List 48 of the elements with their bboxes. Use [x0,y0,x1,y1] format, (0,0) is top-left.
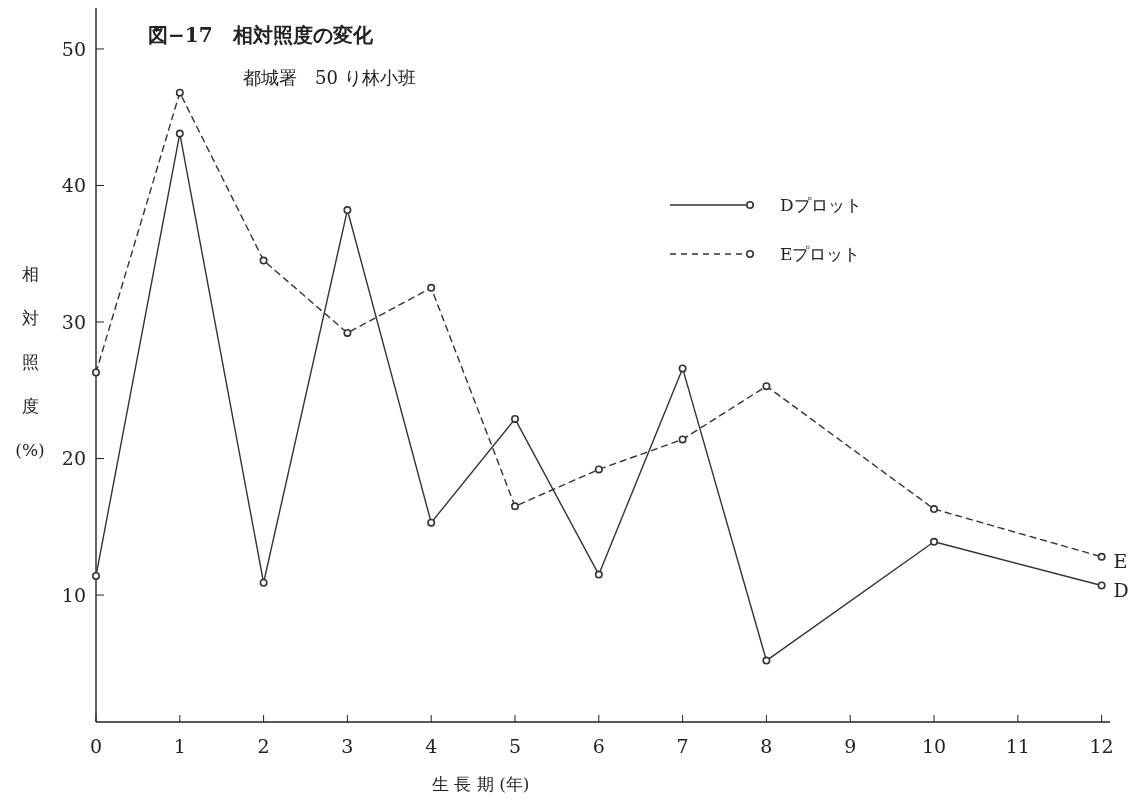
y-tick-label: 40 [61,174,86,197]
point [511,502,520,511]
x-tick-label: 9 [844,735,857,757]
x-tick-label: 10 [921,735,947,757]
point [678,364,687,373]
point [175,88,184,97]
x-tick-label: 12 [1089,735,1114,757]
x-tick-label: 1 [173,735,186,757]
x-tick-label: 6 [592,735,605,757]
point [259,256,268,265]
point [92,571,100,580]
point [762,382,771,391]
point [930,537,939,546]
text: 相対照度(%) [15,264,45,460]
x-tick-label: 2 [257,735,270,757]
point [92,368,100,377]
legend-label: Eプロット [780,243,861,264]
point [594,465,603,474]
text: 都城署 50 り林小班 [243,67,416,88]
point [427,283,436,292]
annotation: E [1113,550,1128,573]
point [930,505,939,514]
x-tick-label: 0 [89,735,103,757]
point [511,414,520,423]
legend-label: Dプロット [780,194,862,215]
point [1097,581,1106,590]
annotation: D [1113,578,1129,601]
x-tick-label: 4 [425,735,438,757]
x-axis-title: 生 長 期 (年) [432,774,530,794]
point [594,570,603,579]
y-tick-label: 10 [61,583,86,606]
x-tick-label: 3 [341,735,354,757]
x-tick-label: 8 [760,735,773,757]
point [427,518,436,527]
x-tick-label: 7 [676,735,689,757]
y-tick-label: 50 [61,37,86,60]
point [259,578,268,587]
point [175,129,184,138]
point [343,206,352,215]
point [678,435,687,444]
x-tick-label: 11 [1005,735,1030,757]
point [343,328,352,337]
text: 図−17 相対照度の変化 [148,23,374,47]
x-tick-label: 5 [508,735,522,757]
y-tick-label: 30 [61,310,86,333]
point [1097,552,1106,561]
y-tick-label: 20 [61,447,86,470]
point [762,656,771,665]
